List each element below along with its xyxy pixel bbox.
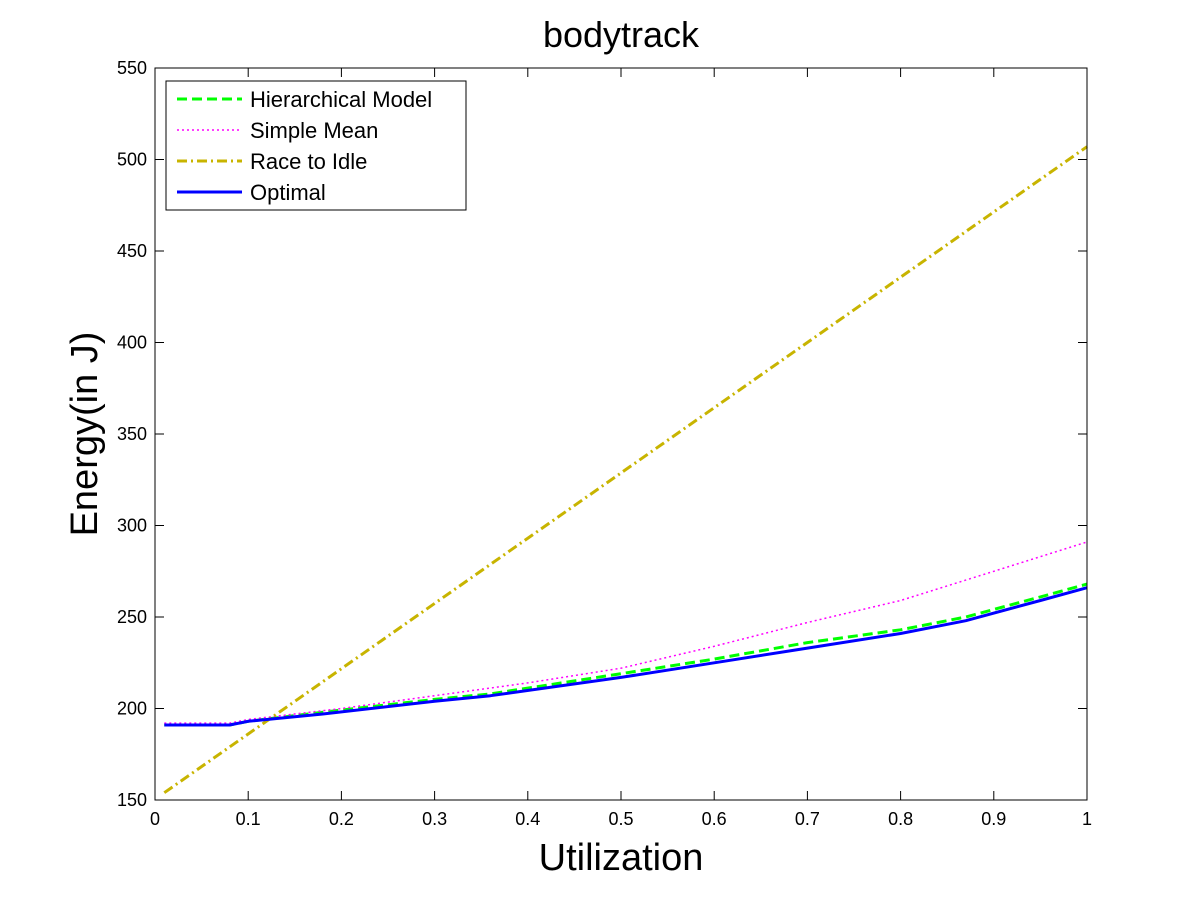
legend-label-1: Simple Mean	[250, 118, 378, 143]
legend-label-0: Hierarchical Model	[250, 87, 432, 112]
x-tick-label: 0.1	[236, 809, 261, 829]
x-tick-label: 0.4	[515, 809, 540, 829]
legend: Hierarchical Model Simple Mean Race to Idl…	[165, 80, 467, 211]
y-tick-label: 150	[117, 790, 147, 810]
series-line-2	[163, 145, 1088, 794]
x-tick-label: 0.2	[329, 809, 354, 829]
x-tick-label: 0.6	[702, 809, 727, 829]
y-tick-label: 350	[117, 424, 147, 444]
x-axis-label: Utilization	[539, 837, 704, 879]
y-tick-label: 250	[117, 607, 147, 627]
y-tick-label: 400	[117, 333, 147, 353]
legend-box	[165, 80, 467, 211]
y-tick-label: 550	[117, 58, 147, 78]
x-tick-label: 0.3	[422, 809, 447, 829]
chart-title: bodytrack	[543, 14, 700, 55]
series-line-1	[164, 541, 1088, 724]
x-tick-label: 0.8	[888, 809, 913, 829]
x-tick-label: 0.7	[795, 809, 820, 829]
legend-label-2: Race to Idle	[250, 149, 367, 174]
legend-label-3: Optimal	[250, 180, 326, 205]
x-tick-label: 0	[150, 809, 160, 829]
x-tick-label: 0.9	[981, 809, 1006, 829]
ticks-layer: 0 0.1 0.2 0.3 0.4 0.5 0.6 0.7 0.8 0.9 1 150 200 250 30…	[117, 58, 1092, 829]
x-tick-label: 0.5	[608, 809, 633, 829]
series-line-3	[164, 586, 1088, 727]
y-axis-label: Energy(in J)	[64, 332, 106, 537]
y-tick-label: 300	[117, 516, 147, 536]
y-tick-label: 500	[117, 150, 147, 170]
y-tick-label: 200	[117, 699, 147, 719]
x-tick-label: 1	[1082, 809, 1092, 829]
y-tick-label: 450	[117, 241, 147, 261]
series-layer	[163, 145, 1088, 794]
